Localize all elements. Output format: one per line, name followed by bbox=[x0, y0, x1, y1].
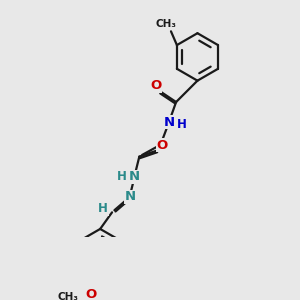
Text: CH₃: CH₃ bbox=[156, 19, 177, 29]
Text: N: N bbox=[129, 170, 140, 183]
Text: O: O bbox=[85, 288, 96, 300]
Text: O: O bbox=[150, 79, 162, 92]
Text: N: N bbox=[124, 190, 135, 203]
Text: N: N bbox=[164, 116, 175, 129]
Text: H: H bbox=[98, 202, 108, 215]
Text: CH₃: CH₃ bbox=[58, 292, 79, 300]
Text: H: H bbox=[177, 118, 187, 131]
Text: O: O bbox=[156, 139, 167, 152]
Text: H: H bbox=[117, 170, 127, 183]
